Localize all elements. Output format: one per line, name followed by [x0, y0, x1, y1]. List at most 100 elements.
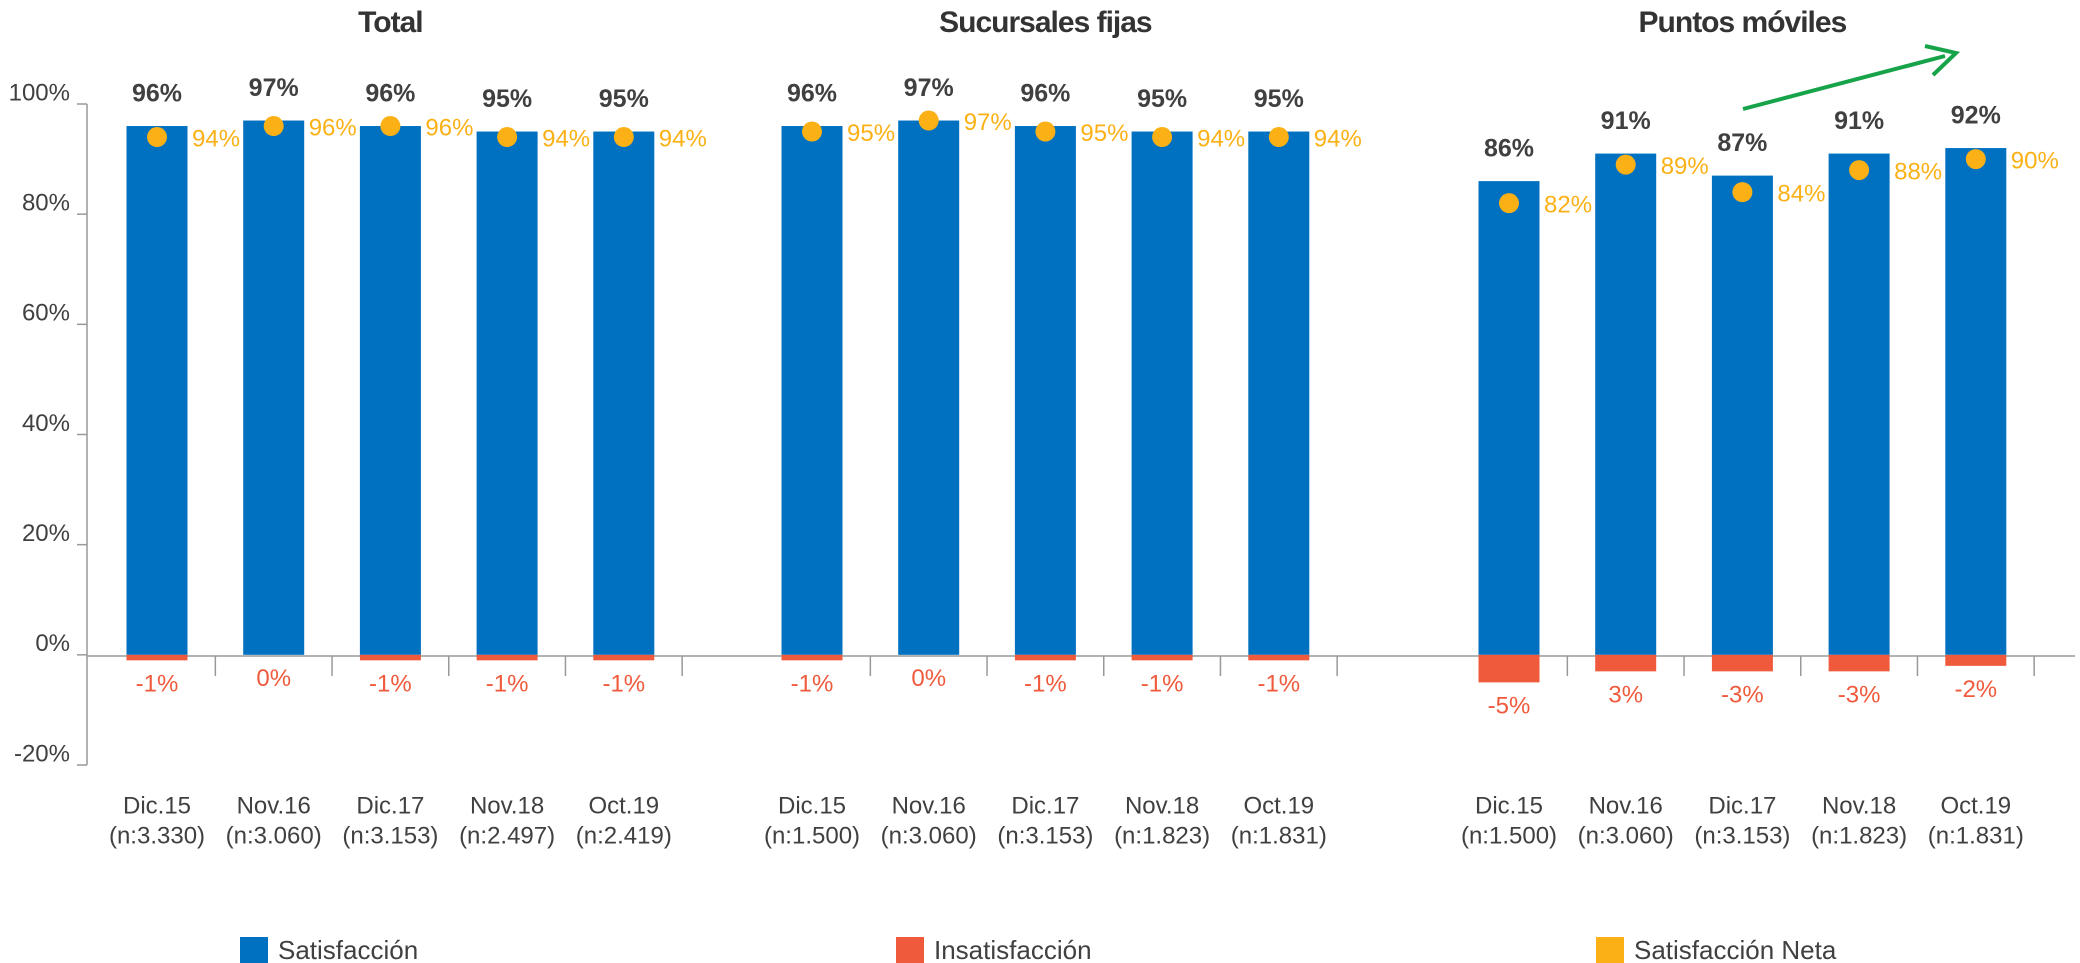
trend-arrow	[1742, 54, 1946, 111]
x-tick-sublabel: (n:1.500)	[1461, 822, 1557, 849]
group-title: Sucursales fijas	[939, 6, 1152, 39]
net-dot	[1035, 121, 1056, 142]
dissatisfaction-label: 0%	[911, 665, 946, 692]
dissatisfaction-bar	[359, 654, 421, 661]
x-tick-label: Oct.19	[1243, 792, 1314, 819]
x-tick-label: Nov.18	[1822, 792, 1896, 819]
x-tick-sublabel: (n:2.497)	[459, 822, 555, 849]
net-label: 96%	[425, 114, 473, 141]
net-label: 90%	[2011, 147, 2059, 174]
satisfaction-label: 91%	[1601, 107, 1651, 135]
satisfaction-bar	[1131, 131, 1193, 655]
net-label: 95%	[1080, 120, 1128, 147]
net-dot	[918, 110, 939, 131]
satisfaction-bar	[126, 126, 188, 655]
y-tick-label: 100%	[9, 79, 70, 106]
dissatisfaction-label: -1%	[791, 671, 834, 698]
net-label: 96%	[309, 114, 357, 141]
x-tick-label: Dic.17	[356, 792, 424, 819]
satisfaction-label: 95%	[1137, 85, 1187, 113]
dissatisfaction-bar	[476, 654, 538, 661]
satisfaction-label: 92%	[1951, 102, 2001, 130]
net-dot	[1499, 193, 1519, 214]
net-label: 82%	[1544, 191, 1592, 218]
satisfaction-bar	[1595, 153, 1657, 655]
net-dot	[263, 116, 284, 137]
x-tick-label: Oct.19	[1940, 792, 2011, 819]
y-tick-label: 20%	[22, 520, 70, 547]
satisfaction-bar	[1711, 175, 1773, 655]
satisfaction-bar	[243, 120, 305, 655]
x-tick-label: Dic.15	[123, 792, 191, 819]
satisfaction-bar	[1828, 153, 1890, 655]
dissatisfaction-label: -3%	[1721, 682, 1764, 709]
x-tick-sublabel: (n:1.831)	[1231, 822, 1327, 849]
legend-label: Satisfacción Neta	[1634, 935, 1837, 963]
net-label: 97%	[964, 109, 1012, 136]
legend-swatch	[896, 937, 924, 963]
satisfaction-bar	[1478, 181, 1540, 655]
dissatisfaction-bar	[781, 654, 843, 661]
dissatisfaction-label: -1%	[1257, 671, 1300, 698]
x-tick-sublabel: (n:2.419)	[576, 822, 672, 849]
satisfaction-bar	[593, 131, 655, 655]
legend-swatch	[1596, 937, 1624, 963]
legend-label: Satisfacción	[278, 935, 418, 963]
x-tick-label: Dic.15	[778, 792, 846, 819]
net-dot	[802, 121, 822, 142]
net-dot	[497, 127, 518, 148]
satisfaction-bar	[1945, 148, 2007, 655]
net-dot	[1268, 127, 1289, 148]
x-tick-sublabel: (n:3.060)	[881, 822, 977, 849]
satisfaction-label: 96%	[365, 80, 415, 108]
legend-swatch	[240, 937, 268, 963]
group-title: Puntos móviles	[1639, 6, 1847, 39]
x-tick-label: Nov.16	[237, 792, 311, 819]
net-label: 94%	[192, 125, 240, 152]
dissatisfaction-bar	[1014, 654, 1076, 661]
x-tick-label: Dic.17	[1708, 792, 1776, 819]
legend-label: Insatisfacción	[934, 935, 1092, 963]
dissatisfaction-bar	[1945, 654, 2007, 666]
satisfaction-bar	[781, 126, 843, 655]
y-tick-label: 60%	[22, 300, 70, 327]
satisfaction-label: 86%	[1484, 135, 1534, 163]
satisfaction-label: 96%	[787, 80, 837, 108]
dissatisfaction-bar	[593, 654, 655, 661]
dissatisfaction-bar	[1828, 654, 1890, 672]
x-tick-sublabel: (n:3.060)	[226, 822, 322, 849]
net-label: 94%	[1197, 125, 1245, 152]
satisfaction-bar	[359, 126, 421, 655]
x-tick-label: Nov.18	[470, 792, 544, 819]
satisfaction-label: 97%	[249, 74, 299, 102]
dissatisfaction-label: 0%	[256, 665, 291, 692]
dissatisfaction-label: -5%	[1488, 693, 1531, 720]
net-label: 94%	[542, 125, 590, 152]
dissatisfaction-label: -1%	[486, 671, 529, 698]
dissatisfaction-bar	[1478, 654, 1540, 683]
dissatisfaction-bar	[1711, 654, 1773, 672]
dissatisfaction-label: -1%	[136, 671, 179, 698]
net-dot	[1152, 127, 1173, 148]
x-tick-label: Dic.15	[1475, 792, 1543, 819]
x-tick-label: Nov.16	[892, 792, 966, 819]
net-label: 95%	[847, 120, 895, 147]
x-tick-sublabel: (n:1.823)	[1811, 822, 1907, 849]
x-tick-sublabel: (n:1.500)	[764, 822, 860, 849]
net-dot	[1615, 154, 1636, 175]
x-tick-label: Dic.17	[1011, 792, 1079, 819]
x-tick-sublabel: (n:3.153)	[1694, 822, 1790, 849]
dissatisfaction-label: -3%	[1838, 682, 1881, 709]
satisfaction-bar	[898, 120, 960, 655]
net-label: 88%	[1894, 158, 1942, 185]
x-tick-sublabel: (n:3.153)	[997, 822, 1093, 849]
dissatisfaction-label: -1%	[369, 671, 412, 698]
net-dot	[1732, 182, 1753, 203]
satisfaction-label: 96%	[132, 80, 182, 108]
satisfaction-bar	[1248, 131, 1310, 655]
y-tick-label: 0%	[35, 630, 70, 657]
x-tick-sublabel: (n:1.823)	[1114, 822, 1210, 849]
dissatisfaction-label: -2%	[1954, 676, 1997, 703]
satisfaction-label: 87%	[1717, 129, 1767, 157]
y-tick-label: 80%	[22, 190, 70, 217]
